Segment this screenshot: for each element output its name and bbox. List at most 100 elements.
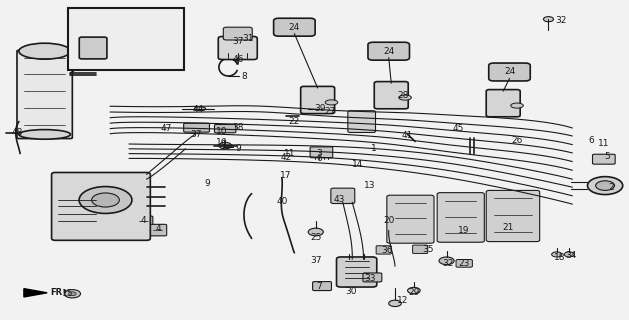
Text: 3: 3: [316, 149, 323, 158]
Circle shape: [92, 193, 120, 207]
Text: 24: 24: [289, 23, 300, 32]
Text: 6: 6: [588, 136, 594, 145]
Text: 40: 40: [276, 197, 287, 206]
Circle shape: [596, 181, 615, 190]
Text: 31: 31: [243, 34, 254, 43]
FancyBboxPatch shape: [486, 190, 540, 242]
Text: 15: 15: [62, 289, 74, 298]
Ellipse shape: [19, 43, 70, 59]
Circle shape: [408, 287, 420, 294]
Ellipse shape: [511, 103, 523, 108]
Text: FR•: FR•: [50, 288, 68, 297]
FancyBboxPatch shape: [593, 154, 615, 164]
Text: 13: 13: [364, 181, 376, 190]
Ellipse shape: [194, 107, 206, 111]
FancyBboxPatch shape: [52, 172, 150, 240]
Circle shape: [389, 300, 401, 307]
Text: 36: 36: [381, 246, 392, 255]
FancyBboxPatch shape: [489, 63, 530, 81]
Text: 37: 37: [232, 37, 243, 46]
Text: 35: 35: [422, 245, 433, 254]
Text: 23: 23: [459, 260, 470, 268]
Text: 46: 46: [232, 55, 243, 64]
FancyBboxPatch shape: [148, 224, 167, 236]
Circle shape: [79, 187, 132, 213]
Text: 33: 33: [364, 274, 376, 283]
Text: 24: 24: [504, 68, 515, 76]
Text: 32: 32: [555, 16, 567, 25]
FancyBboxPatch shape: [223, 27, 252, 40]
Text: 34: 34: [565, 252, 577, 260]
Text: 29: 29: [408, 288, 420, 297]
Text: 48: 48: [12, 128, 23, 137]
Text: 37: 37: [191, 130, 202, 139]
Text: 10: 10: [216, 127, 227, 136]
Text: 47: 47: [161, 124, 172, 133]
Text: 4: 4: [156, 224, 161, 233]
FancyBboxPatch shape: [456, 260, 472, 267]
FancyBboxPatch shape: [331, 188, 355, 204]
Text: 6: 6: [316, 154, 323, 163]
FancyBboxPatch shape: [184, 123, 209, 132]
Text: 32: 32: [442, 260, 454, 268]
Text: 11: 11: [598, 140, 610, 148]
FancyBboxPatch shape: [310, 147, 333, 158]
Text: 37: 37: [310, 256, 321, 265]
Text: 27: 27: [325, 108, 336, 116]
Text: 41: 41: [402, 132, 413, 140]
Text: 24: 24: [383, 47, 394, 56]
Circle shape: [564, 252, 574, 257]
Circle shape: [308, 228, 323, 236]
Text: 2: 2: [609, 183, 614, 192]
Text: 7: 7: [316, 282, 323, 291]
Text: 28: 28: [397, 92, 408, 100]
Text: 14: 14: [352, 160, 363, 169]
Text: 25: 25: [310, 233, 321, 242]
FancyBboxPatch shape: [17, 50, 72, 139]
Text: 44: 44: [192, 105, 204, 114]
FancyBboxPatch shape: [134, 216, 153, 228]
Text: 45: 45: [452, 124, 464, 133]
Text: 16: 16: [216, 138, 227, 147]
Text: 11: 11: [284, 149, 295, 158]
Circle shape: [69, 292, 76, 296]
FancyBboxPatch shape: [348, 111, 376, 132]
Text: 5: 5: [604, 152, 610, 161]
FancyBboxPatch shape: [437, 193, 484, 242]
FancyBboxPatch shape: [313, 282, 331, 291]
Circle shape: [439, 257, 454, 265]
Text: 38: 38: [232, 124, 243, 132]
Text: 30: 30: [345, 287, 357, 296]
Text: 26: 26: [511, 136, 523, 145]
Bar: [68, 8, 184, 70]
Text: 21: 21: [503, 223, 514, 232]
Text: 17: 17: [281, 172, 292, 180]
FancyBboxPatch shape: [79, 37, 107, 59]
Text: 4: 4: [141, 216, 146, 225]
Text: 19: 19: [459, 226, 470, 235]
Ellipse shape: [19, 130, 70, 139]
Text: 42: 42: [281, 153, 292, 162]
Text: 9: 9: [235, 144, 241, 153]
Circle shape: [64, 290, 81, 298]
Text: 39: 39: [314, 104, 325, 113]
Text: 20: 20: [383, 216, 394, 225]
FancyBboxPatch shape: [363, 273, 382, 282]
Text: 9: 9: [204, 180, 211, 188]
Text: 18: 18: [554, 253, 565, 262]
Text: 43: 43: [334, 196, 345, 204]
FancyBboxPatch shape: [413, 245, 428, 253]
Text: 22: 22: [289, 117, 300, 126]
FancyBboxPatch shape: [301, 86, 335, 114]
FancyBboxPatch shape: [486, 90, 520, 117]
FancyBboxPatch shape: [274, 18, 315, 36]
FancyBboxPatch shape: [387, 195, 434, 243]
FancyBboxPatch shape: [376, 246, 391, 254]
Polygon shape: [24, 289, 47, 297]
Circle shape: [587, 177, 623, 195]
Text: 1: 1: [371, 144, 377, 153]
Circle shape: [552, 252, 562, 257]
FancyBboxPatch shape: [218, 36, 257, 60]
FancyBboxPatch shape: [337, 257, 377, 287]
Circle shape: [543, 17, 554, 22]
